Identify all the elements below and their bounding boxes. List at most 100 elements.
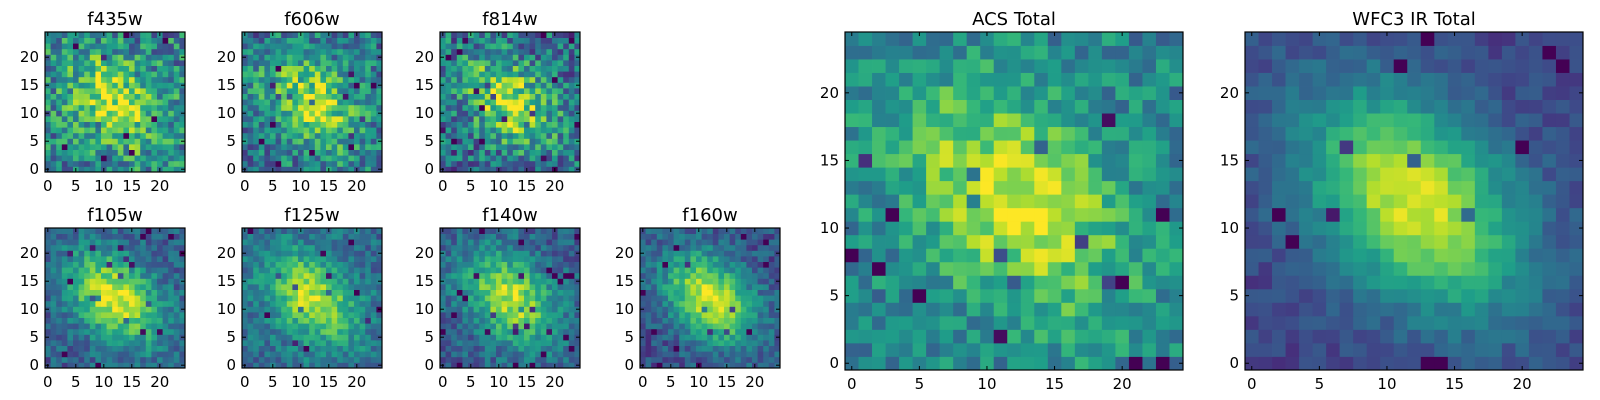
- heatmap-cell: [370, 71, 377, 78]
- heatmap-cell: [568, 60, 575, 66]
- heatmap-cell: [50, 60, 57, 66]
- heatmap-cell: [101, 300, 107, 307]
- heatmap-cell: [145, 82, 152, 89]
- heatmap-cell: [752, 272, 758, 279]
- heatmap-cell: [84, 351, 91, 358]
- heatmap-cell: [78, 127, 85, 134]
- heatmap-cell: [1128, 356, 1143, 371]
- heatmap-cell: [258, 138, 265, 145]
- heatmap-cell: [529, 48, 536, 55]
- heatmap-cell: [162, 76, 169, 83]
- heatmap-cell: [507, 71, 514, 78]
- heatmap-cell: [557, 82, 564, 89]
- heatmap-cell: [354, 261, 360, 268]
- heatmap-cell: [473, 166, 480, 173]
- heatmap-cell: [712, 334, 719, 341]
- heatmap-cell: [173, 144, 180, 150]
- heatmap-cell: [50, 76, 57, 83]
- heatmap-cell: [1074, 302, 1089, 317]
- heatmap-cell: [462, 144, 469, 150]
- heatmap-cell: [651, 351, 658, 358]
- heatmap-cell: [535, 76, 542, 83]
- heatmap-cell: [501, 250, 508, 257]
- heatmap-cell: [1074, 342, 1089, 357]
- heatmap-cell: [529, 334, 536, 341]
- heatmap-cell: [507, 65, 514, 72]
- heatmap-cell: [298, 54, 304, 61]
- heatmap-cell: [768, 295, 775, 302]
- heatmap-cell: [651, 300, 658, 307]
- heatmap-cell: [1088, 315, 1103, 330]
- heatmap-cell: [162, 256, 169, 262]
- heatmap-cell: [540, 76, 547, 83]
- heatmap-cell: [286, 289, 293, 296]
- heatmap-cell: [314, 328, 321, 335]
- heatmap-cell: [370, 239, 377, 246]
- heatmap-cell: [640, 261, 646, 268]
- heatmap-cell: [286, 104, 293, 111]
- heatmap-cell: [966, 180, 981, 195]
- heatmap-cell: [456, 116, 463, 122]
- heatmap-cell: [286, 99, 293, 106]
- heatmap-cell: [326, 289, 332, 296]
- heatmap-cell: [468, 99, 474, 106]
- heatmap-cell: [106, 37, 113, 44]
- heatmap-cell: [484, 267, 491, 274]
- heatmap-cell: [162, 110, 169, 117]
- heatmap-cell: [50, 93, 57, 100]
- heatmap-cell: [684, 239, 691, 246]
- heatmap-cell: [145, 356, 152, 363]
- heatmap-cell: [129, 110, 135, 117]
- heatmap-cell: [84, 65, 91, 72]
- heatmap-cell: [173, 362, 180, 369]
- heatmap-cell: [314, 37, 321, 44]
- heatmap-cell: [679, 356, 686, 363]
- heatmap-cell: [337, 272, 344, 279]
- heatmap-cell: [496, 116, 502, 122]
- heatmap-cell: [117, 60, 124, 66]
- heatmap-cell: [145, 60, 152, 66]
- y-tick-label: 10: [217, 300, 236, 318]
- heatmap-cell: [376, 149, 383, 156]
- heatmap-cell: [320, 127, 327, 134]
- heatmap-cell: [524, 155, 530, 162]
- heatmap-cell: [774, 289, 781, 296]
- heatmap-cell: [67, 239, 74, 246]
- heatmap-cell: [78, 54, 85, 61]
- heatmap-cell: [518, 160, 525, 167]
- heatmap-cell: [501, 328, 508, 335]
- heatmap-cell: [684, 340, 691, 346]
- heatmap-cell: [112, 110, 119, 117]
- heatmap-cell: [535, 132, 542, 139]
- heatmap-cell: [281, 351, 288, 358]
- heatmap-cell: [540, 65, 547, 72]
- heatmap-cell: [552, 317, 558, 324]
- heatmap-cell: [309, 340, 316, 346]
- heatmap-cell: [757, 284, 764, 290]
- heatmap-cell: [673, 272, 680, 279]
- heatmap-cell: [112, 155, 119, 162]
- heatmap-cell: [348, 351, 355, 358]
- heatmap-cell: [926, 221, 941, 236]
- y-tick-label: 0: [29, 160, 39, 178]
- heatmap-cell: [134, 116, 141, 122]
- heatmap-cell: [331, 160, 338, 167]
- heatmap-cell: [292, 127, 299, 134]
- heatmap-cell: [101, 110, 107, 117]
- heatmap-cell: [518, 43, 525, 50]
- heatmap-cell: [468, 317, 474, 324]
- heatmap-cell: [50, 351, 57, 358]
- heatmap-cell: [89, 244, 96, 251]
- panel-title: f435w: [87, 9, 142, 30]
- heatmap-cell: [292, 32, 299, 38]
- heatmap-cell: [281, 104, 288, 111]
- heatmap-cell: [173, 244, 180, 251]
- heatmap-cell: [468, 54, 474, 61]
- heatmap-cell: [746, 328, 753, 335]
- heatmap-cell: [173, 121, 180, 128]
- heatmap-cell: [656, 351, 663, 358]
- heatmap-cell: [73, 356, 79, 363]
- heatmap-cell: [348, 295, 355, 302]
- heatmap-cell: [101, 132, 107, 139]
